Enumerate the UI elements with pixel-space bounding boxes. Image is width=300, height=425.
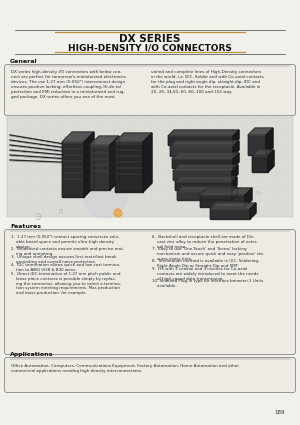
FancyBboxPatch shape (7, 117, 293, 217)
Polygon shape (268, 150, 274, 172)
Polygon shape (173, 165, 238, 171)
Polygon shape (233, 141, 239, 156)
Text: 4.  IDC termination allows quick and low cost termina-
    tion to AWG 0/28 & B3: 4. IDC termination allows quick and low … (11, 264, 121, 272)
Polygon shape (232, 165, 238, 180)
Text: э: э (34, 210, 41, 223)
Polygon shape (172, 153, 239, 159)
Text: 2.  Bifurcated contacts ensure smooth and precise mat-
    ing and unmating.: 2. Bifurcated contacts ensure smooth and… (11, 247, 124, 256)
Polygon shape (200, 188, 252, 195)
Polygon shape (84, 132, 94, 197)
Polygon shape (252, 156, 268, 172)
Polygon shape (248, 135, 266, 155)
FancyBboxPatch shape (4, 65, 296, 116)
Polygon shape (115, 142, 143, 192)
Polygon shape (245, 188, 252, 207)
Text: Features: Features (10, 224, 41, 229)
Text: 9.  DX with 3 coaxial and 3 cavities for Co-axial
    contacts are widely introd: 9. DX with 3 coaxial and 3 cavities for … (152, 267, 259, 281)
Polygon shape (143, 133, 152, 192)
Polygon shape (250, 203, 256, 219)
Text: 5.  Direct IDC termination of 1.27 mm pitch public and
    loose piece contacts : 5. Direct IDC termination of 1.27 mm pit… (11, 272, 121, 295)
Text: 189: 189 (274, 410, 285, 415)
Polygon shape (172, 159, 233, 168)
Polygon shape (248, 128, 273, 135)
Polygon shape (62, 142, 84, 197)
Text: 3.  Unique shell design assures first mate/last break
    grounding and overall : 3. Unique shell design assures first mat… (11, 255, 116, 264)
Polygon shape (200, 195, 245, 207)
Polygon shape (233, 153, 239, 168)
Polygon shape (232, 187, 237, 200)
Text: 7.  Easy to use 'One-Touch' and 'Screw' locking
    mechanism and assure quick a: 7. Easy to use 'One-Touch' and 'Screw' l… (152, 247, 264, 261)
Polygon shape (177, 187, 237, 192)
Text: Applications: Applications (10, 352, 53, 357)
Text: General: General (10, 59, 38, 64)
Polygon shape (175, 182, 232, 190)
Polygon shape (110, 136, 119, 190)
Polygon shape (266, 128, 273, 155)
Circle shape (83, 174, 127, 218)
FancyBboxPatch shape (4, 230, 296, 354)
Polygon shape (233, 130, 239, 145)
Polygon shape (170, 141, 239, 147)
Polygon shape (168, 136, 233, 145)
Circle shape (114, 209, 122, 217)
Text: ru: ru (254, 190, 262, 196)
Polygon shape (173, 171, 232, 180)
Polygon shape (90, 145, 110, 190)
Polygon shape (210, 209, 250, 219)
Text: 1.  1.27 mm (0.050") contact spacing conserves valu-
    able board space and pe: 1. 1.27 mm (0.050") contact spacing cons… (11, 235, 120, 249)
Polygon shape (175, 177, 237, 182)
Text: DX series high-density I/O connectors with below con-
nect are perfect for tomor: DX series high-density I/O connectors wi… (11, 70, 126, 99)
FancyBboxPatch shape (4, 357, 296, 393)
Text: 10. Shielded Plug-in type for interface between 2 Units
    available.: 10. Shielded Plug-in type for interface … (152, 279, 263, 288)
Polygon shape (210, 203, 256, 209)
Polygon shape (177, 192, 232, 200)
Text: DX SERIES: DX SERIES (119, 34, 181, 44)
Polygon shape (115, 133, 152, 142)
Polygon shape (168, 130, 239, 136)
Text: varied and complete lines of High-Density connectors
in the world, i.e. IDC, Sol: varied and complete lines of High-Densit… (151, 70, 264, 94)
Polygon shape (90, 136, 119, 145)
Text: 8.  Termination method is available in IDC, Soldering,
    Right Angle Dip or St: 8. Termination method is available in ID… (152, 259, 259, 268)
Text: 6.  Backshell and receptacle shell are made of Die-
    cast zinc alloy to reduc: 6. Backshell and receptacle shell are ma… (152, 235, 258, 249)
Text: Office Automation, Computers, Communications Equipment, Factory Automation, Home: Office Automation, Computers, Communicat… (11, 364, 239, 373)
Polygon shape (62, 132, 94, 142)
Polygon shape (252, 150, 274, 156)
Polygon shape (170, 147, 233, 156)
Text: л: л (57, 207, 63, 216)
Text: HIGH-DENSITY I/O CONNECTORS: HIGH-DENSITY I/O CONNECTORS (68, 43, 232, 52)
Polygon shape (232, 177, 237, 190)
